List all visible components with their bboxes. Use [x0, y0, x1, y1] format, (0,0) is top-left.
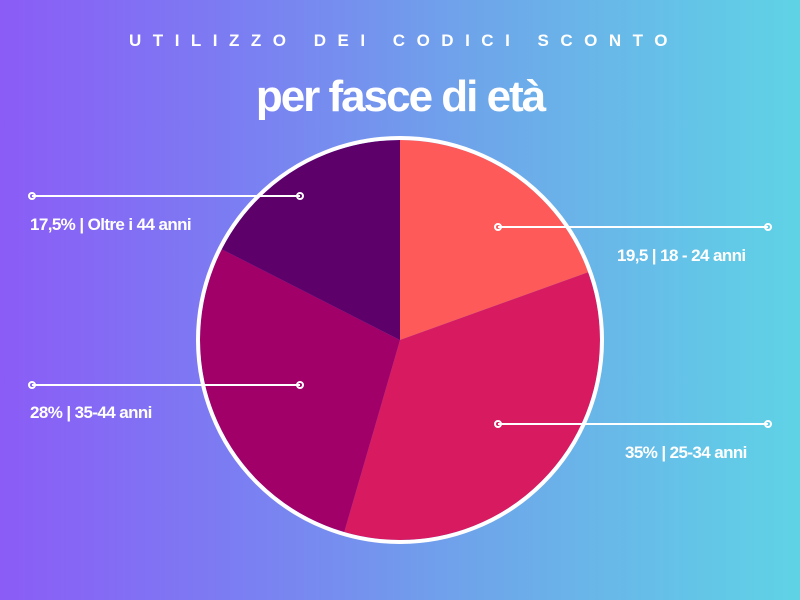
leader-dot: [296, 192, 304, 200]
leader-dot: [28, 381, 36, 389]
leader-dot: [494, 223, 502, 231]
label-over-44: 17,5% | Oltre i 44 anni: [30, 215, 192, 234]
slice-35-44: [200, 249, 400, 533]
chart-title: per fasce di età: [255, 72, 546, 121]
leader-dot: [28, 192, 36, 200]
leader-line-25-34: [494, 420, 772, 428]
label-25-34: 35% | 25-34 anni: [625, 443, 747, 462]
chart-eyebrow-title: UTILIZZO DEI CODICI SCONTO: [129, 31, 679, 50]
leader-line-over-44: [28, 192, 304, 200]
pie-slices: [200, 139, 600, 540]
leader-dot: [764, 420, 772, 428]
label-18-24: 19,5 | 18 - 24 anni: [617, 246, 746, 265]
slice-25-34: [344, 272, 600, 540]
leader-dot: [764, 223, 772, 231]
leader-line-18-24: [494, 223, 772, 231]
label-35-44: 28% | 35-44 anni: [30, 403, 152, 422]
leader-lines: [28, 192, 772, 428]
leader-line-35-44: [28, 381, 304, 389]
slice-over-44: [221, 139, 400, 340]
slice-18-24: [400, 140, 589, 340]
leader-dot: [296, 381, 304, 389]
leader-dot: [494, 420, 502, 428]
pie-outline: [196, 136, 604, 544]
